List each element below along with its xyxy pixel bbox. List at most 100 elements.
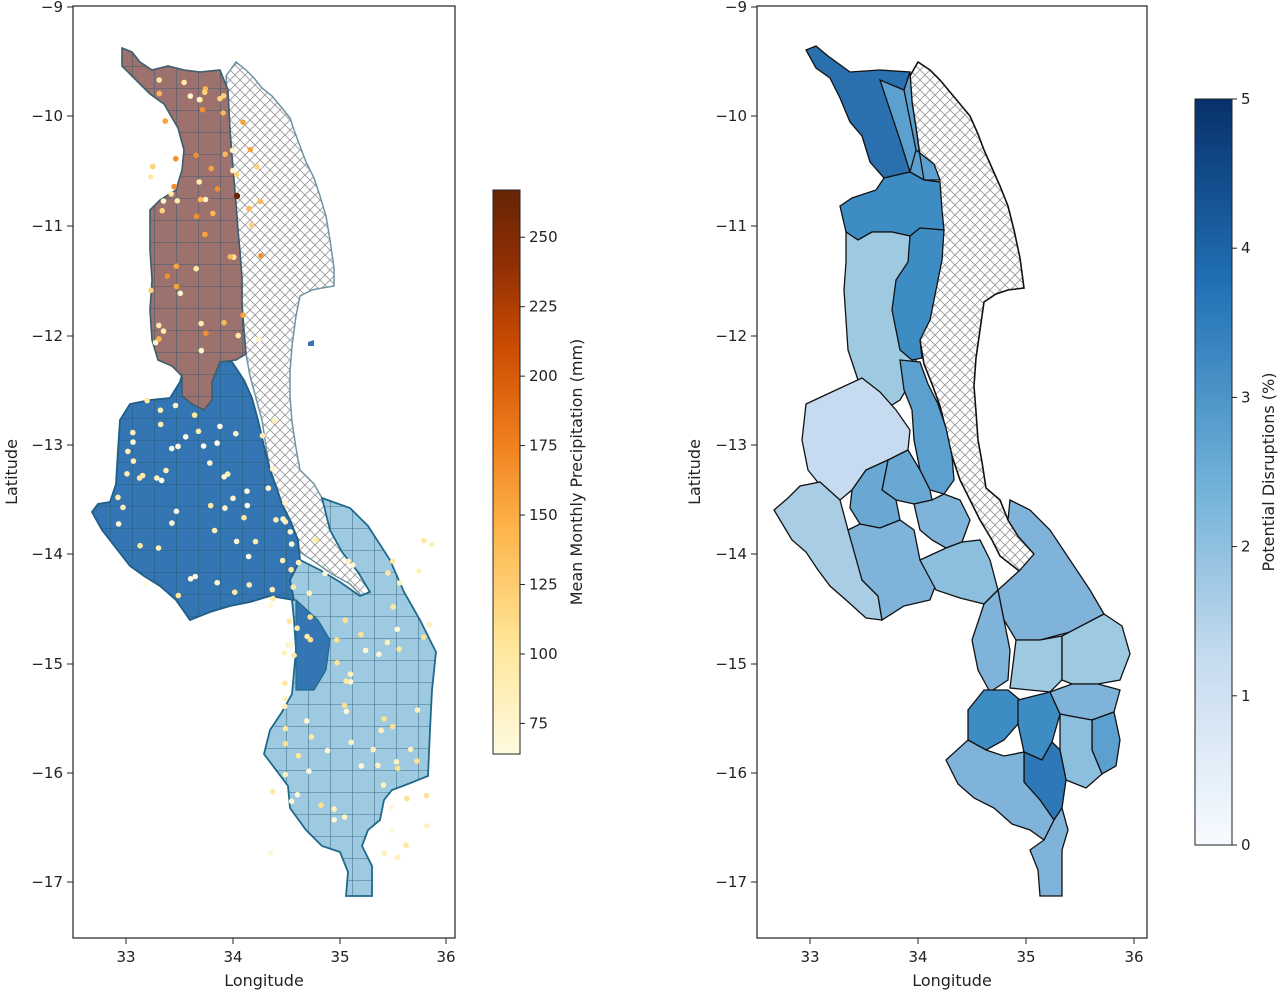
station-point	[341, 702, 348, 709]
station-point	[426, 621, 433, 628]
y-tick-label: −12	[31, 327, 63, 345]
station-point	[390, 604, 397, 610]
station-point	[294, 791, 301, 798]
station-point	[230, 495, 236, 502]
station-point	[174, 198, 181, 204]
station-point	[156, 90, 163, 97]
station-point	[375, 762, 381, 769]
station-point	[370, 746, 377, 753]
station-point	[381, 850, 388, 857]
y-tick-label: −13	[31, 436, 63, 454]
station-point	[159, 207, 165, 214]
station-point	[240, 312, 246, 319]
station-point	[269, 586, 276, 593]
y-tick-label: −10	[31, 107, 63, 125]
station-point	[144, 397, 150, 404]
station-point	[252, 538, 259, 545]
station-point	[196, 179, 202, 185]
station-point	[160, 328, 167, 334]
station-point	[160, 198, 167, 204]
station-point	[244, 502, 251, 509]
station-point	[389, 827, 395, 833]
station-point	[120, 504, 126, 511]
station-point	[381, 716, 387, 722]
district-nkhatabay	[891, 227, 945, 361]
station-point	[158, 477, 165, 484]
station-point	[148, 287, 154, 294]
station-point	[334, 637, 340, 643]
station-point	[211, 527, 218, 534]
y-tick-label: −13	[715, 436, 747, 454]
station-point	[181, 79, 187, 86]
station-point	[358, 763, 365, 769]
station-point	[259, 432, 266, 439]
colorbar-tick-label: 5	[1241, 90, 1251, 108]
station-point	[291, 652, 297, 659]
station-point	[384, 639, 391, 646]
station-point	[376, 651, 382, 658]
station-point	[202, 231, 208, 238]
station-point	[162, 118, 169, 124]
station-point	[265, 485, 272, 492]
station-point	[380, 782, 387, 788]
station-point	[396, 646, 402, 652]
district-chikwawa	[1029, 806, 1069, 897]
colorbar-tick-label: 100	[529, 645, 558, 663]
station-point	[130, 439, 136, 445]
x-tick-label: 34	[908, 948, 927, 966]
station-point	[282, 680, 288, 686]
y-tick-label: −17	[715, 873, 747, 891]
station-point	[255, 336, 262, 342]
station-point	[267, 602, 274, 608]
station-point	[324, 747, 331, 754]
station-point	[349, 562, 356, 568]
left-axis-ticks: 33 34 35 36 −9 −10 −11 −12 −13 −14 −15 −16 −17	[31, 0, 455, 966]
station-point	[233, 171, 240, 178]
station-point	[207, 502, 214, 509]
colorbar-tick-label: 200	[529, 367, 558, 385]
station-point	[273, 517, 279, 523]
station-point	[193, 265, 199, 272]
district-salima	[913, 493, 971, 549]
station-point	[290, 584, 297, 590]
station-point	[244, 488, 250, 495]
station-point	[157, 407, 164, 414]
station-point	[394, 626, 401, 633]
station-point	[115, 521, 122, 527]
station-point	[248, 222, 255, 228]
station-point	[322, 570, 328, 577]
colorbar-tick-label: 125	[529, 576, 558, 594]
colorbar-tick-label: 2	[1241, 538, 1251, 556]
station-point	[203, 330, 209, 337]
station-point	[282, 695, 288, 702]
precipitation-colorbar	[492, 189, 521, 755]
x-tick-label: 36	[1124, 948, 1143, 966]
station-point	[334, 659, 340, 666]
station-point	[222, 505, 228, 511]
colorbar-tick-label: 0	[1241, 836, 1251, 854]
station-point	[416, 568, 422, 574]
left-region-north-grid	[122, 48, 246, 410]
station-point	[156, 336, 162, 342]
station-point	[318, 802, 324, 808]
station-point	[199, 107, 206, 113]
station-point	[281, 650, 288, 656]
y-tick-label: −10	[715, 107, 747, 125]
right-y-axis-label: Latitude	[685, 439, 704, 505]
disruptions-colorbar-label: Potential Disruptions (%)	[1259, 373, 1278, 572]
station-point	[214, 579, 220, 586]
station-point	[246, 205, 252, 212]
station-point	[282, 741, 289, 747]
station-point	[288, 798, 295, 805]
station-point	[193, 213, 200, 220]
station-point	[200, 443, 207, 449]
station-point	[173, 508, 180, 515]
station-point	[175, 592, 182, 599]
station-point	[130, 458, 137, 464]
x-tick-label: 35	[1016, 948, 1035, 966]
left-region-south-grid	[264, 498, 436, 896]
station-point	[362, 647, 369, 654]
station-point	[217, 423, 223, 430]
x-tick-label: 34	[223, 948, 242, 966]
station-point	[246, 582, 252, 588]
